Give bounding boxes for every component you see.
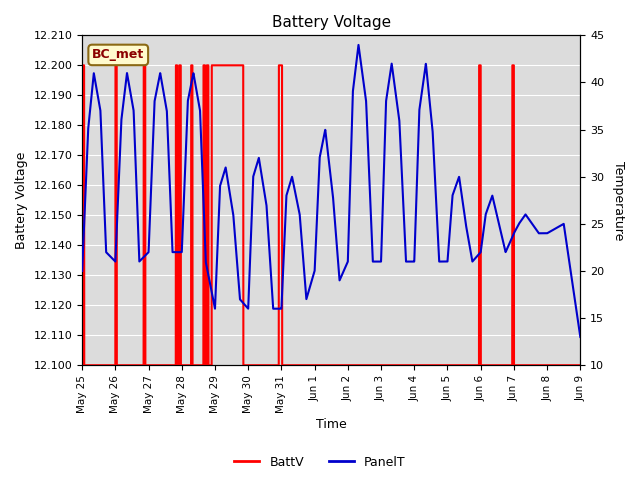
Legend: BattV, PanelT: BattV, PanelT xyxy=(229,451,411,474)
Y-axis label: Battery Voltage: Battery Voltage xyxy=(15,152,28,249)
X-axis label: Time: Time xyxy=(316,419,347,432)
Y-axis label: Temperature: Temperature xyxy=(612,161,625,240)
Text: BC_met: BC_met xyxy=(92,48,145,61)
Title: Battery Voltage: Battery Voltage xyxy=(271,15,391,30)
